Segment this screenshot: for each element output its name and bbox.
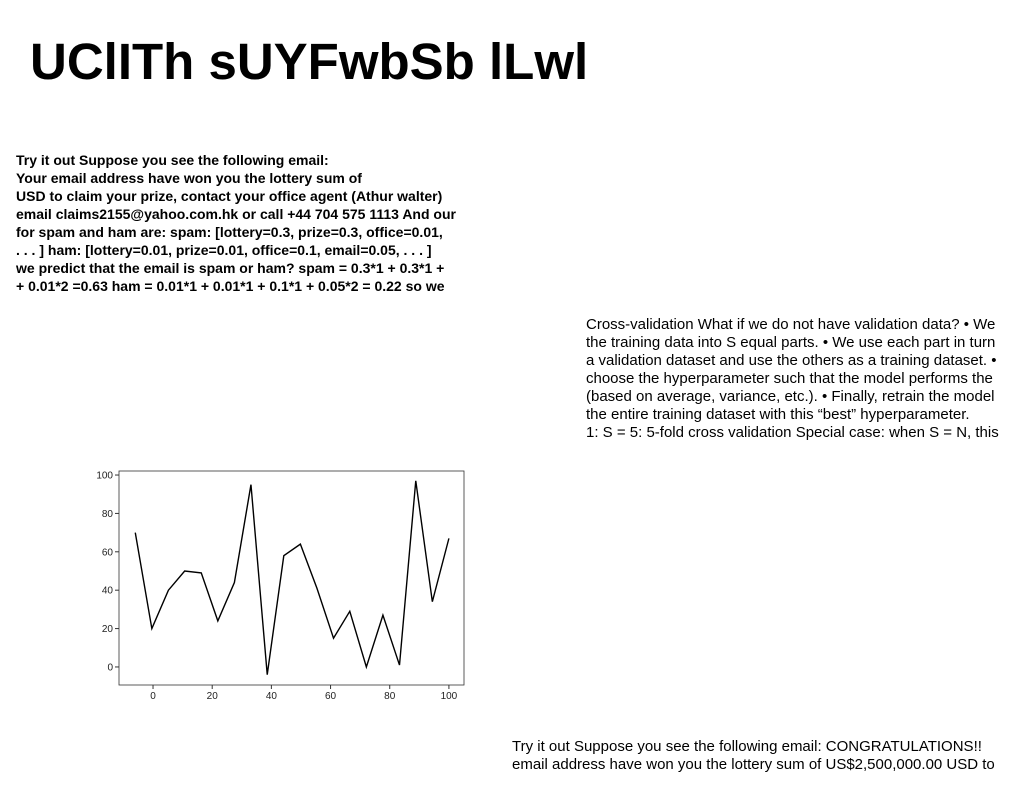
y-tick-label: 80: [102, 509, 114, 520]
y-tick-label: 0: [107, 662, 113, 673]
y-tick-label: 20: [102, 624, 114, 635]
plot-frame: [118, 470, 465, 686]
text-line: . . . ] ham: [lottery=0.01, prize=0.01, …: [16, 242, 432, 258]
text-line: Your email address have won you the lott…: [16, 170, 362, 186]
x-tick-label: 40: [266, 691, 278, 702]
text-line: we predict that the email is spam or ham…: [16, 260, 445, 276]
text-block: Try it out Suppose you see the following…: [16, 151, 576, 295]
text-line: (based on average, variance, etc.). • Fi…: [586, 388, 995, 405]
text-line: 1: S = 5: 5-fold cross validation Specia…: [586, 424, 999, 441]
text-line: the training data into S equal parts. • …: [586, 334, 996, 351]
text-line: USD to claim your prize, contact your of…: [16, 188, 443, 204]
x-tick-label: 80: [384, 691, 396, 702]
text-line: email claims2155@yahoo.com.hk or call +4…: [16, 206, 456, 222]
text-block: Try it out Suppose you see the following…: [512, 738, 1024, 774]
page-title: UClITh sUYFwbSb lLwl: [30, 33, 589, 90]
text-line: choose the hyperparameter such that the …: [586, 370, 993, 387]
y-tick-label: 40: [102, 586, 114, 597]
x-tick-label: 100: [441, 691, 458, 702]
text-line: a validation dataset and use the others …: [586, 352, 997, 369]
data-line: [134, 480, 450, 675]
y-tick-label: 60: [102, 547, 114, 558]
x-tick-label: 0: [150, 691, 156, 702]
text-line: the entire training dataset with this “b…: [586, 406, 970, 423]
text-line: Try it out Suppose you see the following…: [512, 738, 982, 755]
text-line: + 0.01*2 =0.63 ham = 0.01*1 + 0.01*1 + 0…: [16, 278, 445, 294]
x-tick-label: 60: [325, 691, 337, 702]
text-line: Cross-validation What if we do not have …: [586, 316, 996, 333]
text-line: for spam and ham are: spam: [lottery=0.3…: [16, 224, 443, 240]
text-line: Try it out Suppose you see the following…: [16, 152, 329, 168]
text-block: Cross-validation What if we do not have …: [586, 316, 1024, 442]
y-tick-label: 100: [96, 471, 113, 482]
x-tick-label: 20: [207, 691, 219, 702]
text-line: email address have won you the lottery s…: [512, 756, 995, 773]
